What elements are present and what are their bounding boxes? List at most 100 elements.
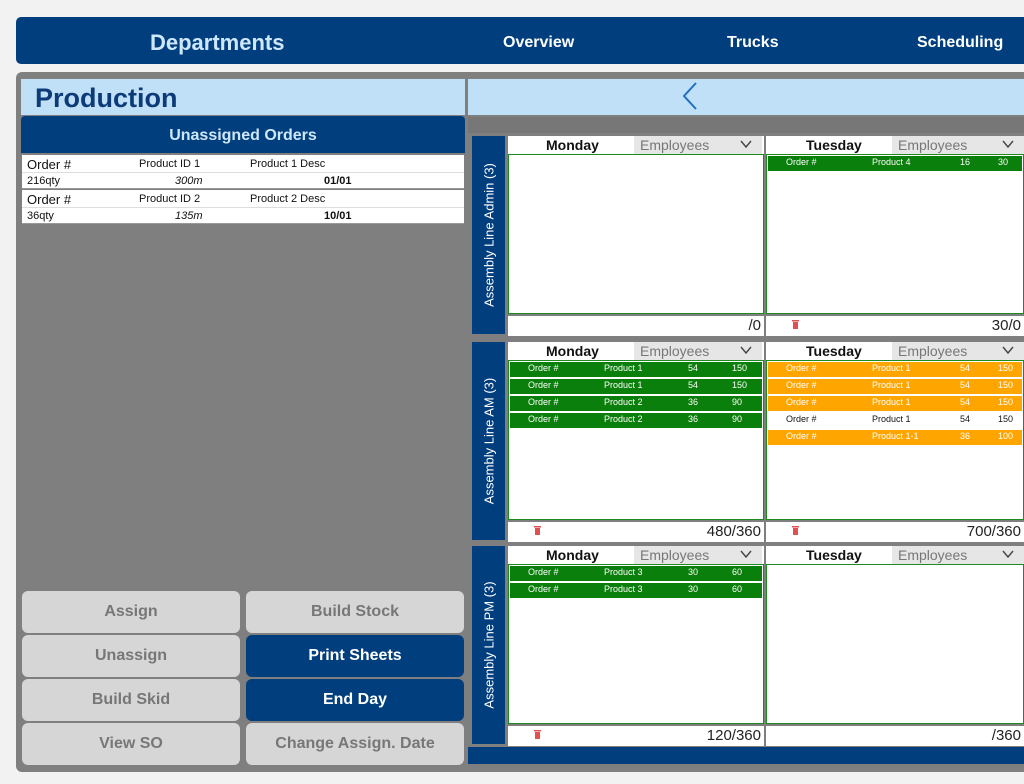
- day-header: Tuesday Employees: [766, 136, 1024, 154]
- chevron-left-icon[interactable]: [680, 81, 702, 111]
- change-assign-date-button[interactable]: Change Assign. Date: [246, 723, 464, 765]
- line-name: Assembly Line Admin (3): [481, 163, 496, 307]
- employees-dropdown[interactable]: Employees: [892, 342, 1024, 360]
- order-product: Product 1: [604, 363, 643, 373]
- day-cell[interactable]: [766, 564, 1024, 724]
- order-product: Product 2: [604, 397, 643, 407]
- order-number: Order #: [786, 363, 817, 373]
- scheduled-order[interactable]: Order # Product 1 54 150: [510, 379, 762, 394]
- chevron-down-icon[interactable]: [740, 345, 752, 355]
- employees-dropdown[interactable]: Employees: [892, 136, 1024, 154]
- scheduled-order[interactable]: Order # Product 1 54 150: [768, 379, 1022, 394]
- order-product: Product 3: [604, 567, 643, 577]
- day-cell[interactable]: Order # Product 1 54 150 Order # Product…: [766, 360, 1024, 520]
- scheduled-order[interactable]: Order # Product 2 36 90: [510, 396, 762, 411]
- schedule-footer-bar: [468, 747, 1024, 764]
- chevron-down-icon[interactable]: [740, 139, 752, 149]
- chevron-down-icon[interactable]: [1002, 139, 1014, 149]
- order-number: Order #: [27, 157, 72, 172]
- order-number: Order #: [528, 397, 559, 407]
- day-name: Monday: [546, 343, 599, 359]
- day-header: Tuesday Employees: [766, 546, 1024, 564]
- order-length: 150: [732, 363, 748, 373]
- assembly-line-label: Assembly Line Admin (3): [472, 136, 505, 334]
- scheduled-order[interactable]: Order # Product 4 16 30: [768, 156, 1022, 171]
- schedule-toolbar: [468, 117, 1024, 133]
- day-cell[interactable]: Order # Product 3 30 60 Order # Product …: [508, 564, 764, 724]
- order-length: 135m: [175, 210, 203, 222]
- order-product: Product 1-1: [872, 431, 919, 441]
- end-day-button[interactable]: End Day: [246, 679, 464, 721]
- assembly-line-label: Assembly Line PM (3): [472, 546, 505, 744]
- employees-dropdown[interactable]: Employees: [634, 546, 762, 564]
- page-title: Production: [35, 83, 178, 113]
- scheduled-order[interactable]: Order # Product 1 54 150: [768, 362, 1022, 377]
- unassigned-order-card[interactable]: Order # Product ID 2 Product 2 Desc 36qt…: [22, 190, 464, 224]
- scheduled-order[interactable]: Order # Product 1 54 150: [768, 396, 1022, 411]
- day-header: Monday Employees: [508, 136, 764, 154]
- order-product: Product 4: [872, 157, 911, 167]
- card-divider: [22, 207, 464, 208]
- order-product: Product 1: [604, 380, 643, 390]
- build-skid-button[interactable]: Build Skid: [22, 679, 240, 721]
- trash-icon[interactable]: [792, 525, 799, 535]
- chevron-down-icon[interactable]: [1002, 549, 1014, 559]
- scheduled-order[interactable]: Order # Product 3 30 60: [510, 583, 762, 598]
- card-divider: [22, 172, 464, 173]
- order-qty: 36: [688, 414, 699, 424]
- day-cell[interactable]: [508, 154, 764, 314]
- order-number: Order #: [528, 380, 559, 390]
- nav-trucks[interactable]: Trucks: [727, 34, 779, 51]
- scheduled-order[interactable]: Order # Product 1 54 150: [510, 362, 762, 377]
- employees-dropdown[interactable]: Employees: [634, 342, 762, 360]
- order-product: Product 1: [872, 397, 911, 407]
- order-length: 100: [998, 431, 1014, 441]
- day-footer: 120/360: [508, 726, 764, 746]
- trash-icon[interactable]: [792, 319, 799, 329]
- chevron-down-icon[interactable]: [1002, 345, 1014, 355]
- order-length: 90: [732, 414, 743, 424]
- order-length: 150: [998, 397, 1014, 407]
- assign-button[interactable]: Assign: [22, 591, 240, 633]
- product-desc: Product 2 Desc: [250, 193, 326, 205]
- trash-icon[interactable]: [534, 729, 541, 739]
- order-length: 60: [732, 567, 743, 577]
- order-qty: 54: [960, 380, 971, 390]
- order-number: Order #: [786, 431, 817, 441]
- view-so-button[interactable]: View SO: [22, 723, 240, 765]
- scheduled-order[interactable]: Order # Product 3 30 60: [510, 566, 762, 581]
- order-length: 150: [998, 380, 1014, 390]
- product-id: Product ID 2: [139, 193, 201, 205]
- employees-dropdown[interactable]: Employees: [634, 136, 762, 154]
- order-length: 150: [732, 380, 748, 390]
- day-total: /0: [748, 317, 761, 334]
- print-sheets-button[interactable]: Print Sheets: [246, 635, 464, 677]
- unassigned-order-card[interactable]: Order # Product ID 1 Product 1 Desc 216q…: [22, 155, 464, 189]
- nav-overview[interactable]: Overview: [503, 34, 575, 51]
- order-number: Order #: [528, 584, 559, 594]
- scheduled-order[interactable]: Order # Product 1-1 36 100: [768, 430, 1022, 445]
- order-number: Order #: [786, 380, 817, 390]
- order-length: 150: [998, 414, 1014, 424]
- build-stock-button[interactable]: Build Stock: [246, 591, 464, 633]
- chevron-down-icon[interactable]: [740, 549, 752, 559]
- nav-departments[interactable]: Departments: [150, 30, 285, 55]
- employees-dropdown[interactable]: Employees: [892, 546, 1024, 564]
- scheduled-order[interactable]: Order # Product 2 36 90: [510, 413, 762, 428]
- order-length: 300m: [175, 175, 203, 187]
- nav-scheduling[interactable]: Scheduling: [917, 34, 1004, 51]
- order-number: Order #: [528, 567, 559, 577]
- day-cell[interactable]: Order # Product 1 54 150 Order # Product…: [508, 360, 764, 520]
- order-date: 01/01: [324, 175, 352, 187]
- order-qty: 54: [960, 397, 971, 407]
- order-number: Order #: [786, 157, 817, 167]
- unassign-button[interactable]: Unassign: [22, 635, 240, 677]
- day-cell[interactable]: Order # Product 4 16 30: [766, 154, 1024, 314]
- trash-icon[interactable]: [534, 525, 541, 535]
- order-product: Product 1: [872, 363, 911, 373]
- day-name: Tuesday: [806, 343, 862, 359]
- unassigned-orders-header: Unassigned Orders: [21, 116, 465, 153]
- day-total: 480/360: [706, 523, 761, 540]
- order-length: 30: [998, 157, 1009, 167]
- scheduled-order[interactable]: Order # Product 1 54 150: [768, 413, 1022, 428]
